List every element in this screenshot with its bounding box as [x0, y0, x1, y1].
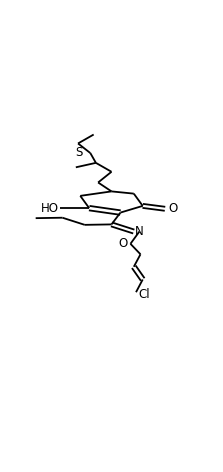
Text: O: O	[118, 237, 127, 250]
Text: N: N	[135, 225, 144, 238]
Text: Cl: Cl	[138, 288, 150, 301]
Text: O: O	[168, 202, 178, 215]
Text: S: S	[75, 146, 83, 160]
Text: HO: HO	[41, 202, 59, 215]
